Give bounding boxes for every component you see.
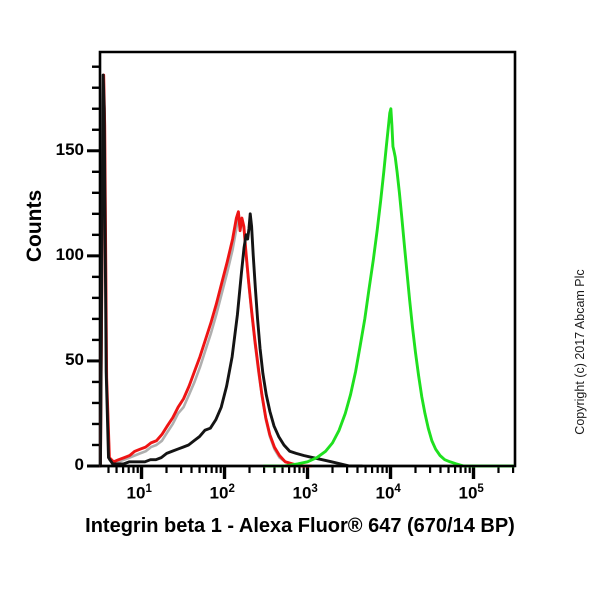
y-tick-label: 50 (65, 349, 84, 369)
copyright-notice: Copyright (c) 2017 Abcam Plc (573, 269, 587, 435)
red-histogram (99, 73, 313, 468)
plot-frame (98, 50, 517, 468)
x-tick-label: 101 (127, 483, 152, 504)
x-tick-mantissa: 10 (292, 483, 312, 503)
y-tick-label: 100 (55, 244, 84, 264)
x-tick-mantissa: 10 (126, 483, 146, 503)
grey-histogram (99, 75, 313, 468)
x-tick-label: 102 (210, 483, 235, 504)
y-tick-label: 150 (55, 139, 84, 159)
x-tick-exponent: 1 (145, 483, 152, 495)
x-tick-exponent: 4 (394, 483, 401, 495)
x-tick-exponent: 2 (228, 483, 235, 495)
y-axis-label: Counts (23, 189, 46, 263)
x-tick-mantissa: 10 (375, 483, 395, 503)
green-histogram (262, 107, 515, 468)
y-tick-label: 0 (74, 455, 84, 474)
x-axis-label: Integrin beta 1 - Alexa Fluor® 647 (670/… (85, 515, 515, 537)
x-tick-exponent: 5 (477, 483, 484, 495)
x-tick-label: 103 (293, 483, 318, 504)
x-tick-mantissa: 10 (458, 483, 478, 503)
x-tick-label: 105 (459, 483, 484, 504)
x-tick-label: 104 (376, 483, 401, 504)
black-histogram (99, 73, 364, 468)
x-tick-mantissa: 10 (209, 483, 229, 503)
x-tick-exponent: 3 (311, 483, 318, 495)
